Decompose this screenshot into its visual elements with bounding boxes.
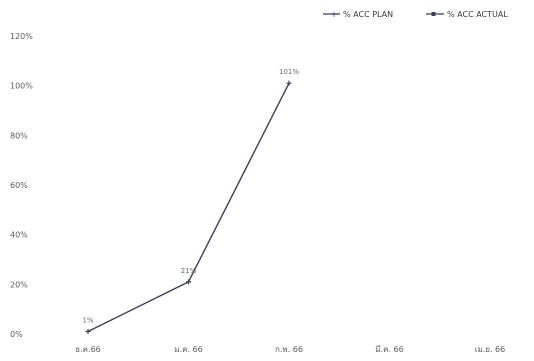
data-point-plan — [286, 80, 292, 86]
data-label-plan: 21% — [181, 267, 197, 275]
y-tick-label: 80% — [10, 131, 28, 140]
legend: + % ACC PLAN % ACC ACTUAL — [323, 10, 508, 19]
series-layer: 1% 21% 101% — [82, 68, 299, 335]
data-point-plan — [186, 279, 191, 285]
y-tick-label: 40% — [10, 231, 28, 240]
data-point-plan — [85, 329, 91, 335]
legend-item-plan: + % ACC PLAN — [323, 10, 393, 19]
x-tick-label: ธ.ค.66 — [75, 345, 101, 354]
y-tick-label: 120% — [10, 32, 33, 41]
x-tick-label: เม.ย. 66 — [475, 345, 506, 354]
x-tick-label: ก.พ. 66 — [275, 345, 303, 354]
y-tick-label: 100% — [10, 82, 33, 91]
data-label-plan: 1% — [82, 317, 93, 325]
legend-label-actual: % ACC ACTUAL — [447, 10, 508, 19]
y-tick-label: 20% — [10, 280, 28, 289]
data-label-plan: 101% — [279, 68, 299, 76]
y-tick-label: 60% — [10, 181, 28, 190]
legend-marker-actual — [431, 12, 436, 16]
legend-marker-plan: + — [331, 10, 338, 19]
series-line-plan — [87, 82, 290, 333]
x-tick-label: ม.ค. 66 — [174, 345, 202, 354]
legend-item-actual: % ACC ACTUAL — [426, 10, 508, 19]
y-tick-label: 0% — [10, 330, 23, 339]
y-axis: 0% 20% 40% 60% 80% 100% 120% — [10, 32, 33, 339]
x-axis: ธ.ค.66 ม.ค. 66 ก.พ. 66 มี.ค. 66 เม.ย. 66 — [75, 345, 505, 354]
legend-label-plan: % ACC PLAN — [343, 10, 393, 19]
x-tick-label: มี.ค. 66 — [375, 345, 403, 354]
